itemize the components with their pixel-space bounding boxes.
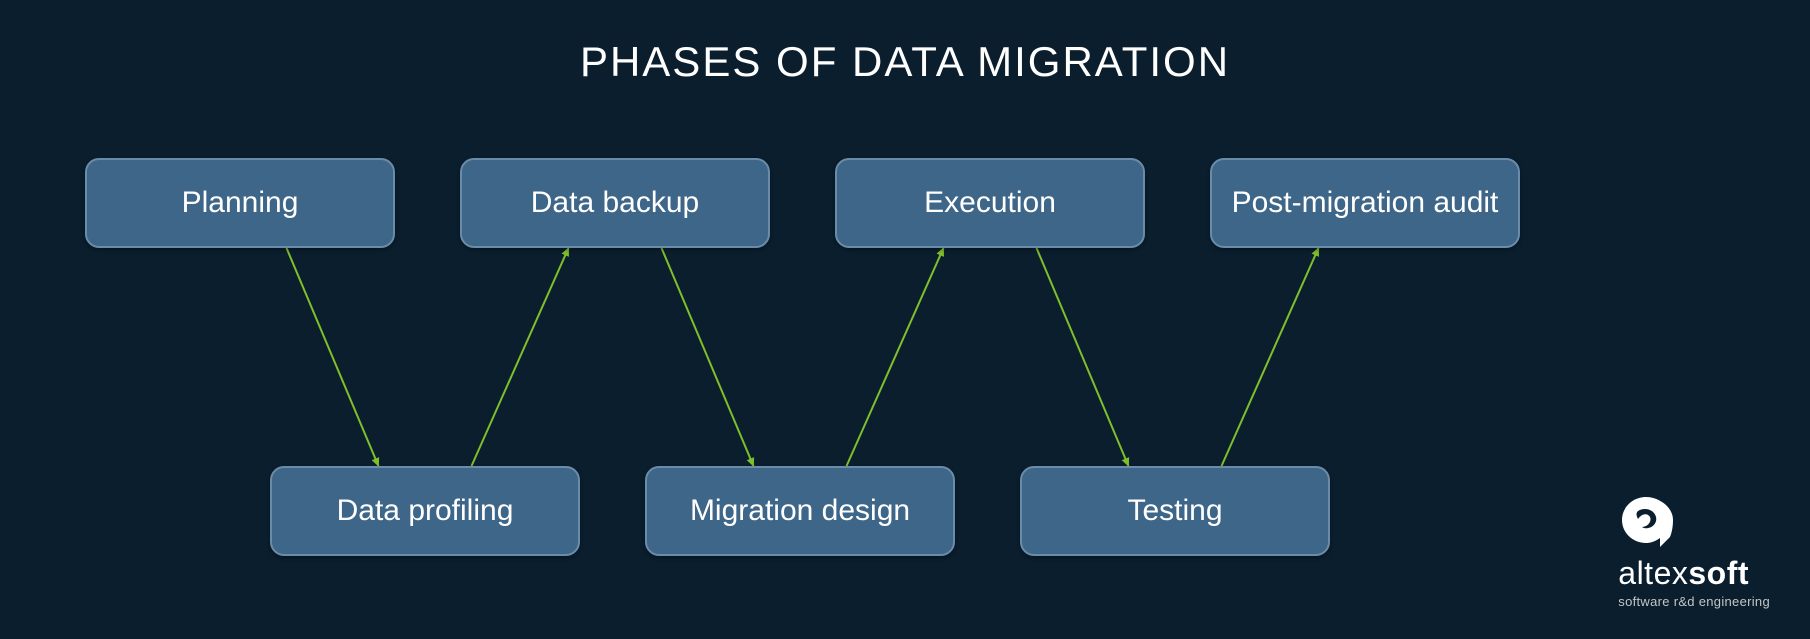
- node-execution: Execution: [835, 158, 1145, 248]
- edge-backup-design: [662, 248, 754, 466]
- logo-name-light: altex: [1618, 555, 1688, 591]
- node-audit: Post-migration audit: [1210, 158, 1520, 248]
- node-testing: Testing: [1020, 466, 1330, 556]
- edge-testing-audit: [1222, 248, 1319, 466]
- node-planning: Planning: [85, 158, 395, 248]
- node-backup: Data backup: [460, 158, 770, 248]
- node-design: Migration design: [645, 466, 955, 556]
- diagram-title: PHASES OF DATA MIGRATION: [0, 38, 1810, 86]
- brand-logo: altexsoft software r&d engineering: [1618, 493, 1770, 609]
- edge-profiling-backup: [472, 248, 569, 466]
- edge-planning-profiling: [287, 248, 379, 466]
- logo-name: altexsoft: [1618, 555, 1770, 592]
- logo-tagline: software r&d engineering: [1618, 594, 1770, 609]
- edge-design-execution: [847, 248, 944, 466]
- node-profiling: Data profiling: [270, 466, 580, 556]
- logo-name-bold: soft: [1688, 555, 1749, 591]
- edge-execution-testing: [1037, 248, 1129, 466]
- logo-icon: [1618, 493, 1674, 549]
